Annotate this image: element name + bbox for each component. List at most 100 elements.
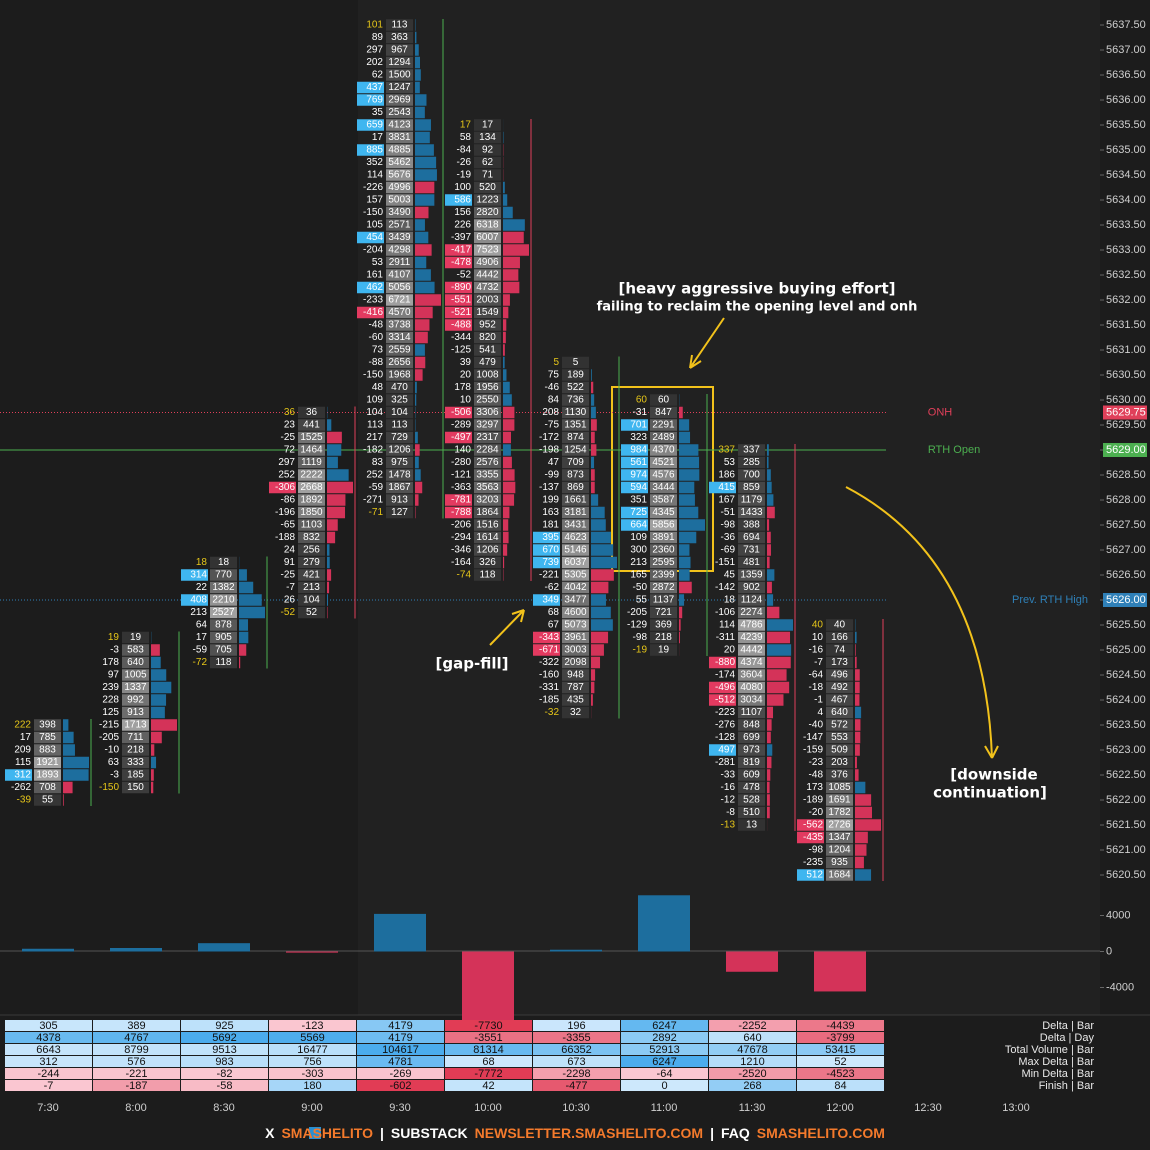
volume-label: 376 [831,770,848,781]
volume-cell [122,744,149,756]
volume-cell [386,19,413,31]
volume-cell [738,481,765,494]
y-tick-label: 5630.00 [1106,394,1146,406]
volume-cell [298,519,325,531]
volume-label: 62 [482,157,494,168]
volume-label: 1294 [388,57,411,68]
volume-label: 694 [743,532,760,543]
volume-label: 6318 [476,220,499,231]
volume-label: 509 [831,745,848,756]
volume-cell [562,456,589,469]
volume-label: 3203 [476,495,499,506]
volume-cell [826,731,853,744]
volume-label: 1500 [388,70,411,81]
table-value: -4439 [826,1020,854,1032]
table-value: -123 [301,1020,323,1032]
delta-label: -16 [721,782,736,793]
table-cell [533,1056,620,1067]
volume-cell [386,369,413,381]
volume-cell [738,769,765,781]
delta-cell [709,694,736,706]
volume-cell [474,494,501,506]
delta-cell [445,406,472,419]
volume-cell [34,794,61,806]
delta-label: 109 [366,395,383,406]
delta-label: 670 [542,545,559,556]
volume-label: 3181 [564,507,587,518]
volume-cell [122,731,149,744]
volume-label: 1956 [476,382,499,393]
volume-profile-bar [415,219,425,231]
delta-cell [357,81,384,94]
volume-label: 363 [391,32,408,43]
table-row-label: Finish | Bar [1039,1080,1095,1092]
volume-profile-bar [679,456,700,469]
delta-label: -346 [451,545,471,556]
volume-cell [298,594,325,606]
delta-label: 10 [812,632,824,643]
volume-label: 3003 [564,645,587,656]
volume-label: 5056 [388,282,411,293]
volume-label: 2210 [212,595,235,606]
delta-cell [621,481,648,494]
volume-profile-bar [415,106,425,119]
table-value: 6247 [652,1020,676,1032]
y-tick-label: 5636.00 [1106,94,1146,106]
volume-label: 6721 [388,295,411,306]
volume-cell [650,469,677,481]
volume-profile-bar [503,319,507,331]
table-cell [5,1056,92,1067]
volume-profile-bar [591,681,595,694]
delta-label: -150 [363,370,383,381]
delta-label: 974 [630,470,647,481]
volume-cell [386,481,413,494]
volume-profile-bar [767,594,774,606]
volume-profile-bar [415,81,420,94]
delta-cell [445,431,472,444]
volume-cell [738,456,765,469]
volume-profile-bar [767,769,771,781]
volume-profile-bar [855,706,862,719]
table-row-label: Delta | Day [1040,1032,1095,1044]
volume-cell [298,506,325,519]
volume-label: 2284 [476,445,499,456]
table-cell [533,1044,620,1055]
table-value: 180 [303,1080,321,1092]
y-tick-label: 5621.00 [1106,844,1146,856]
volume-profile-bar [239,619,249,631]
x-tick-label: 10:30 [562,1102,590,1114]
volume-profile-bar [855,769,859,781]
delta-label: 885 [366,145,383,156]
volume-cell [386,431,413,444]
volume-cell [650,506,677,519]
volume-label: 785 [39,732,56,743]
delta-cell [533,644,560,656]
table-cell [93,1068,180,1079]
delta-cell [445,306,472,319]
volume-profile-bar [327,494,346,506]
volume-label: 52 [306,607,318,618]
y-tick-label: 5637.00 [1106,44,1146,56]
delta-bar [198,943,250,952]
volume-cell [210,644,237,656]
volume-label: 2399 [652,570,675,581]
volume-cell [826,694,853,706]
volume-label: 819 [743,757,760,768]
volume-cell [826,681,853,694]
delta-label: -31 [633,407,648,418]
volume-cell [122,681,149,694]
volume-cell [474,381,501,394]
table-value: -602 [389,1080,411,1092]
table-cell [93,1020,180,1031]
volume-cell [386,381,413,394]
volume-profile-bar [679,444,699,456]
volume-label: 3604 [740,670,763,681]
volume-label: 104 [391,407,408,418]
volume-label: 1008 [476,370,499,381]
delta-label: 252 [366,470,383,481]
delta-label: -33 [721,770,736,781]
delta-label: 60 [636,395,648,406]
volume-label: 421 [303,570,320,581]
delta-label: -98 [809,845,824,856]
